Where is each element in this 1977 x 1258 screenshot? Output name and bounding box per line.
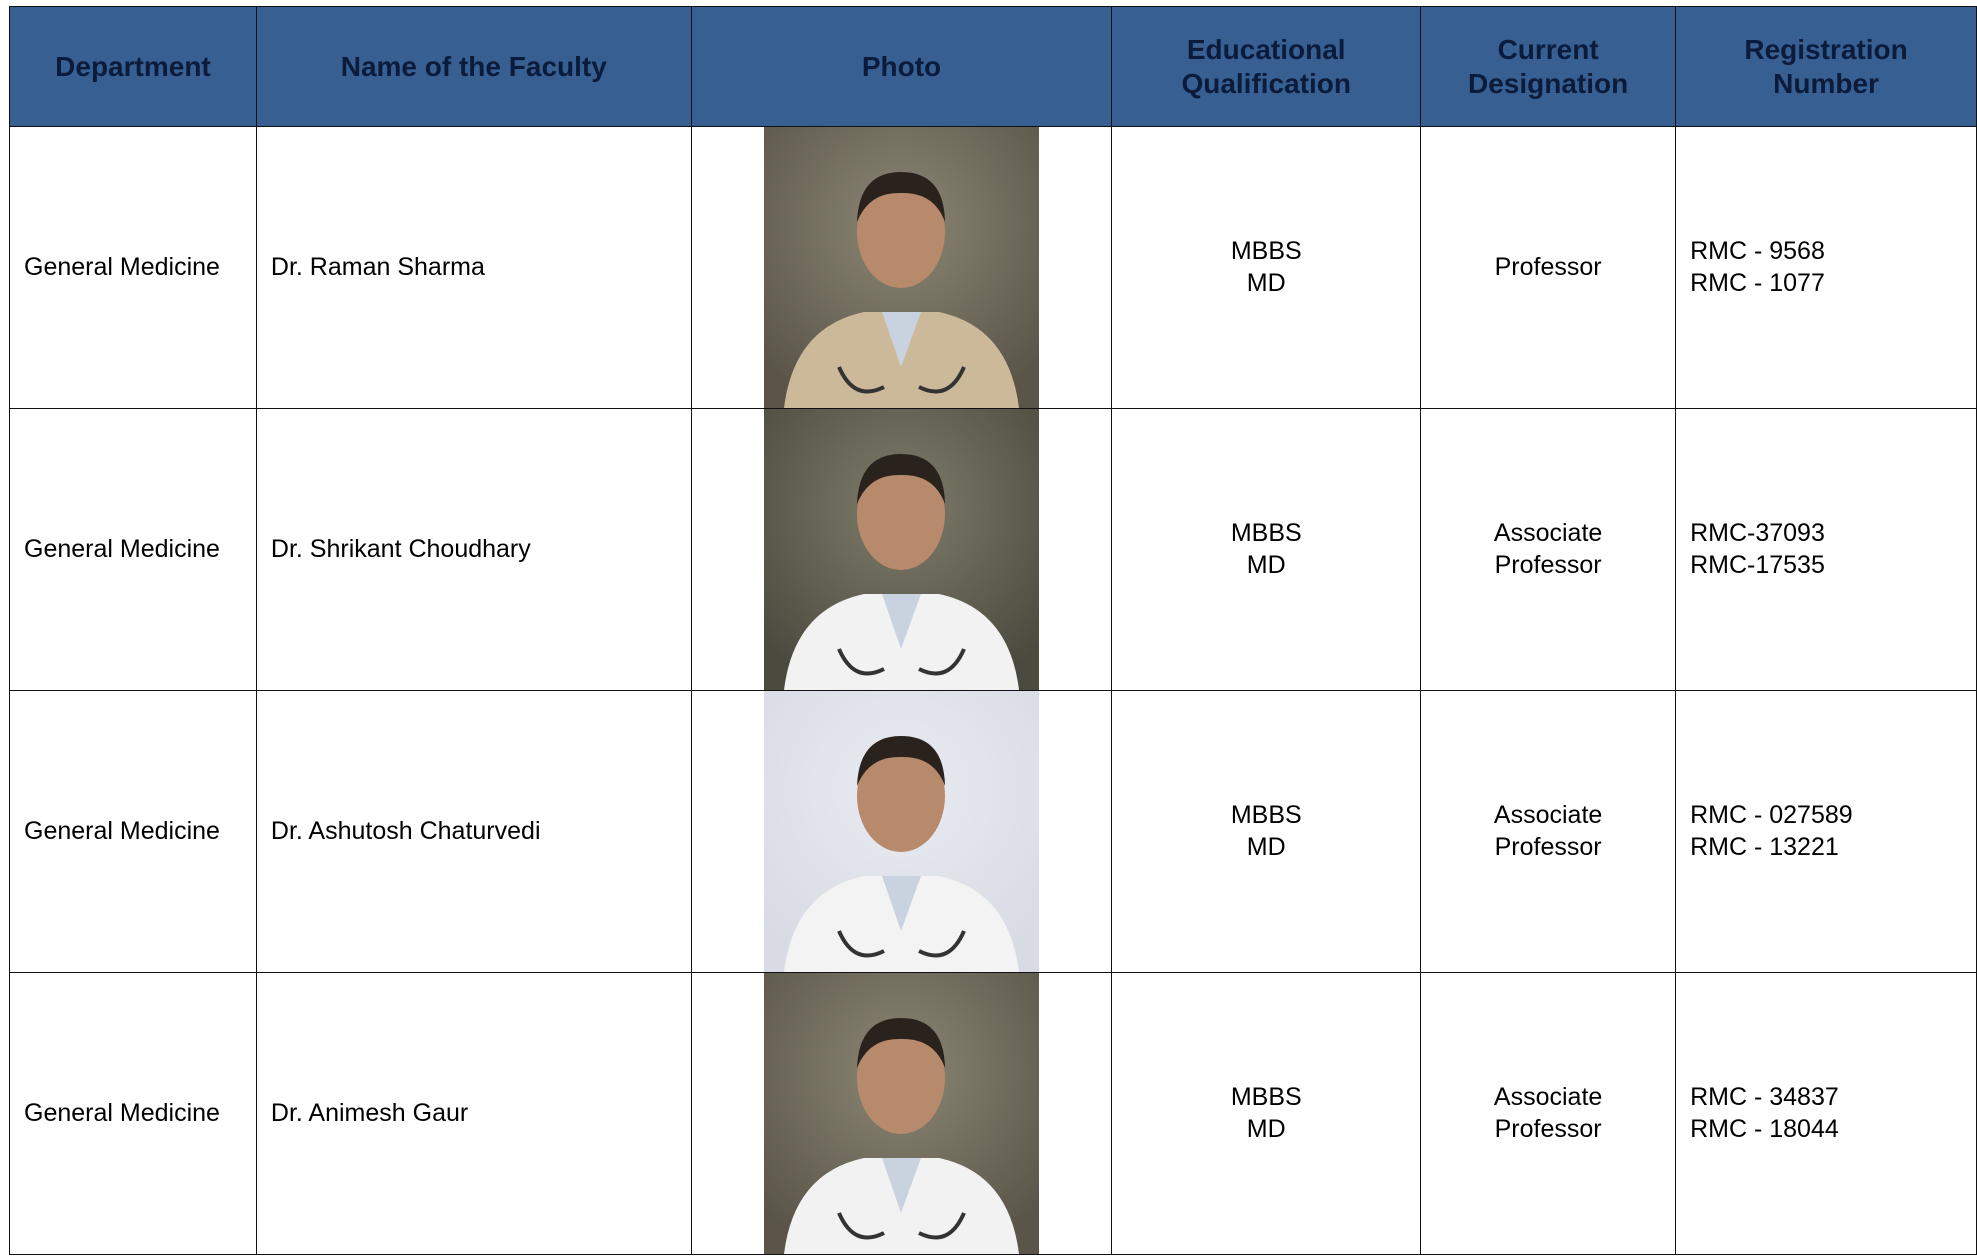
header-text: Name of the Faculty — [340, 50, 607, 82]
designation-text: Associate Professor — [1493, 1083, 1603, 1143]
header-cell: Department — [9, 6, 257, 127]
header-cell: Photo — [690, 6, 1113, 127]
registration-text: RMC - 18044 — [1690, 1114, 1839, 1143]
name-text: Dr. Raman Sharma — [270, 252, 485, 281]
header-text: Educational Qualification — [1181, 33, 1352, 99]
photo-stethoscope — [836, 1212, 966, 1240]
photo-face — [856, 1022, 945, 1134]
name-cell: Dr. Raman Sharma — [255, 126, 692, 409]
qualification-text: MD — [1246, 550, 1286, 579]
photo-shirt — [881, 1158, 921, 1213]
photo-face — [856, 740, 945, 852]
qualification-text: MBBS — [1230, 519, 1302, 548]
qualification-text: MD — [1246, 832, 1286, 861]
photo-shirt — [881, 594, 921, 649]
qualification-text: MBBS — [1230, 801, 1302, 830]
designation-cell: Associate Professor — [1420, 972, 1677, 1255]
department-text: General Medicine — [24, 1098, 220, 1127]
photo — [763, 409, 1039, 690]
registration-text: RMC - 027589 — [1690, 801, 1853, 830]
photo-stethoscope — [836, 648, 966, 676]
designation-text: Associate Professor — [1493, 801, 1603, 861]
registration-text: RMC-37093 — [1690, 519, 1825, 548]
registration-text: RMC - 34837 — [1690, 1083, 1839, 1112]
photo-cell — [690, 408, 1113, 691]
name-text: Dr. Ashutosh Chaturvedi — [270, 816, 541, 845]
designation-text: Associate Professor — [1493, 519, 1603, 579]
photo-hair — [856, 1018, 945, 1068]
photo-cell — [690, 972, 1113, 1255]
photo — [763, 127, 1039, 408]
department-cell: General Medicine — [9, 690, 257, 973]
department-text: General Medicine — [24, 252, 220, 281]
table-row: General Medicine Dr. Shrikant Choudhary M… — [9, 408, 1977, 691]
designation-cell: Associate Professor — [1420, 408, 1677, 691]
header-text: Registration Number — [1744, 33, 1908, 99]
qualification-cell: MBBS MD — [1111, 126, 1422, 409]
faculty-table: Department Name of the Faculty Photo Educat… — [9, 6, 1977, 1255]
header-text: Current Designation — [1468, 33, 1629, 99]
department-cell: General Medicine — [9, 126, 257, 409]
name-cell: Dr. Animesh Gaur — [255, 972, 692, 1255]
header-cell: Registration Number — [1675, 6, 1977, 127]
qualification-text: MD — [1246, 1114, 1286, 1143]
designation-cell: Professor — [1420, 126, 1677, 409]
photo-cell — [690, 126, 1113, 409]
qualification-text: MBBS — [1230, 1083, 1302, 1112]
photo — [763, 973, 1039, 1254]
registration-text: RMC - 13221 — [1690, 832, 1839, 861]
registration-cell: RMC-37093 RMC-17535 — [1675, 408, 1977, 691]
registration-text: RMC-17535 — [1690, 550, 1825, 579]
photo — [763, 691, 1039, 972]
table-body: General Medicine Dr. Raman Sharma MBBS MD P… — [9, 126, 1977, 1255]
photo-stethoscope — [836, 366, 966, 394]
table-row: General Medicine Dr. Raman Sharma MBBS MD P… — [9, 126, 1977, 409]
department-cell: General Medicine — [9, 408, 257, 691]
designation-text: Professor — [1494, 252, 1602, 281]
photo-shirt — [881, 312, 921, 367]
qualification-cell: MBBS MD — [1111, 972, 1422, 1255]
department-text: General Medicine — [24, 816, 220, 845]
header-cell: Current Designation — [1420, 6, 1677, 127]
qualification-text: MBBS — [1230, 237, 1302, 266]
qualification-cell: MBBS MD — [1111, 690, 1422, 973]
header-row: Department Name of the Faculty Photo Educat… — [9, 6, 1977, 127]
table-row: General Medicine Dr. Animesh Gaur MBBS MD A… — [9, 972, 1977, 1255]
photo-shirt — [881, 876, 921, 931]
photo-hair — [856, 454, 945, 504]
photo-hair — [856, 736, 945, 786]
photo-face — [856, 176, 945, 288]
name-text: Dr. Animesh Gaur — [270, 1098, 469, 1127]
name-cell: Dr. Shrikant Choudhary — [255, 408, 692, 691]
photo-face — [856, 458, 945, 570]
registration-text: RMC - 9568 — [1690, 237, 1825, 266]
department-cell: General Medicine — [9, 972, 257, 1255]
qualification-cell: MBBS MD — [1111, 408, 1422, 691]
photo-cell — [690, 690, 1113, 973]
registration-cell: RMC - 34837 RMC - 18044 — [1675, 972, 1977, 1255]
header-text: Photo — [861, 50, 942, 82]
name-cell: Dr. Ashutosh Chaturvedi — [255, 690, 692, 973]
header-cell: Educational Qualification — [1111, 6, 1422, 127]
designation-cell: Associate Professor — [1420, 690, 1677, 973]
photo-stethoscope — [836, 930, 966, 958]
department-text: General Medicine — [24, 534, 220, 563]
header-text: Department — [55, 50, 211, 82]
photo-hair — [856, 172, 945, 222]
registration-cell: RMC - 9568 RMC - 1077 — [1675, 126, 1977, 409]
name-text: Dr. Shrikant Choudhary — [270, 534, 531, 563]
registration-cell: RMC - 027589 RMC - 13221 — [1675, 690, 1977, 973]
qualification-text: MD — [1246, 268, 1286, 297]
registration-text: RMC - 1077 — [1690, 268, 1825, 297]
table-row: General Medicine Dr. Ashutosh Chaturvedi … — [9, 690, 1977, 973]
header-cell: Name of the Faculty — [255, 6, 692, 127]
faculty-table-wrap: Department Name of the Faculty Photo Educat… — [9, 6, 1977, 1255]
